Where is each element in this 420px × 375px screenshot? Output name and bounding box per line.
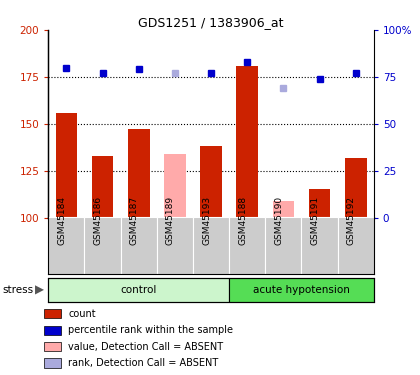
Text: ▶: ▶ xyxy=(35,283,45,296)
Bar xyxy=(48,278,229,302)
Bar xyxy=(44,326,60,335)
Text: rank, Detection Call = ABSENT: rank, Detection Call = ABSENT xyxy=(68,358,218,368)
Text: control: control xyxy=(121,285,157,295)
Text: acute hypotension: acute hypotension xyxy=(253,285,350,295)
Bar xyxy=(44,309,60,318)
Text: GSM45192: GSM45192 xyxy=(347,196,356,245)
Bar xyxy=(273,201,294,217)
Text: GSM45193: GSM45193 xyxy=(202,196,211,245)
Bar xyxy=(265,217,302,274)
Text: value, Detection Call = ABSENT: value, Detection Call = ABSENT xyxy=(68,342,223,352)
Bar xyxy=(200,146,222,218)
Bar xyxy=(345,158,367,218)
Text: percentile rank within the sample: percentile rank within the sample xyxy=(68,325,233,335)
Text: GSM45186: GSM45186 xyxy=(94,196,102,245)
Bar xyxy=(236,66,258,218)
Text: GSM45190: GSM45190 xyxy=(274,196,284,245)
Title: GDS1251 / 1383906_at: GDS1251 / 1383906_at xyxy=(138,16,284,29)
Bar xyxy=(157,217,193,274)
Bar xyxy=(44,358,60,368)
Bar xyxy=(55,112,77,218)
Text: GSM45191: GSM45191 xyxy=(310,196,320,245)
Text: GSM45184: GSM45184 xyxy=(58,196,66,245)
Bar xyxy=(229,278,374,302)
Text: stress: stress xyxy=(2,285,33,295)
Bar xyxy=(164,154,186,218)
Bar xyxy=(229,217,265,274)
Bar xyxy=(302,217,338,274)
Bar xyxy=(338,217,374,274)
Bar xyxy=(121,217,157,274)
Bar xyxy=(92,156,113,218)
Bar xyxy=(128,129,150,218)
Bar xyxy=(193,217,229,274)
Bar xyxy=(48,217,84,274)
Text: GSM45188: GSM45188 xyxy=(238,196,247,245)
Text: GSM45187: GSM45187 xyxy=(130,196,139,245)
Text: GSM45189: GSM45189 xyxy=(166,196,175,245)
Bar xyxy=(309,189,331,217)
Bar xyxy=(84,217,121,274)
Text: count: count xyxy=(68,309,96,319)
Bar xyxy=(44,342,60,351)
